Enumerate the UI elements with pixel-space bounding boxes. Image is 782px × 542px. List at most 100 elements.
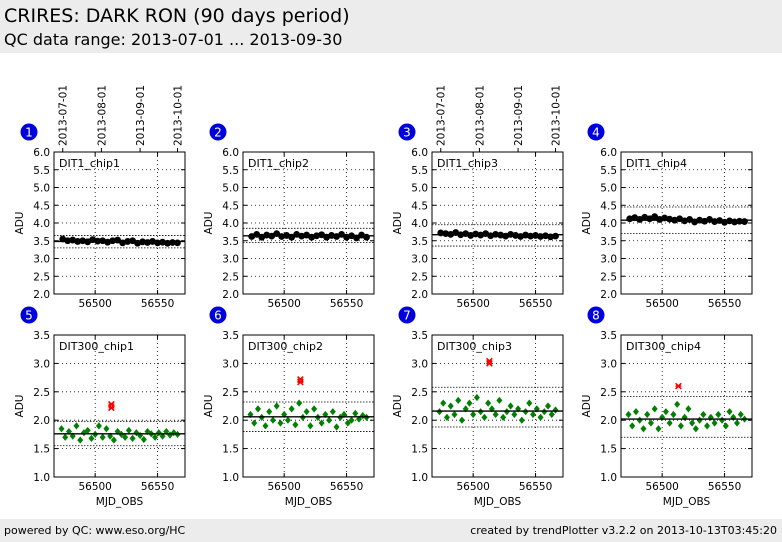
x-tick-label: 56550	[519, 481, 552, 493]
data-point	[311, 405, 318, 413]
y-tick-label: 4.0	[33, 218, 50, 230]
y-tick-label: 4.5	[411, 200, 428, 212]
data-point	[129, 434, 136, 442]
data-point	[247, 410, 254, 419]
data-point	[700, 410, 707, 419]
data-point	[674, 400, 681, 408]
data-point	[734, 419, 741, 427]
y-tick-label: 4.5	[222, 200, 239, 212]
y-tick-label: 3.0	[600, 358, 617, 370]
panel-number-label: 3	[403, 126, 411, 140]
y-tick-label: 2.0	[222, 415, 239, 427]
panel-label: DIT1_chip4	[626, 157, 687, 170]
y-tick-label: 3.5	[411, 330, 428, 342]
data-point	[284, 416, 291, 424]
y-tick-label: 3.5	[600, 330, 617, 342]
data-point	[651, 405, 658, 413]
y-tick-label: 2.0	[222, 289, 239, 301]
x-tick-label: 56550	[519, 298, 552, 310]
data-point	[292, 421, 299, 429]
data-point	[666, 419, 673, 427]
data-point	[58, 425, 65, 433]
y-tick-label: 2.5	[222, 271, 239, 283]
y-tick-label: 3.0	[33, 358, 50, 370]
data-point	[715, 410, 722, 419]
data-point	[88, 434, 95, 442]
data-point	[518, 416, 525, 424]
data-point	[662, 408, 669, 416]
x-tick-label: 56550	[141, 298, 174, 310]
y-tick-label: 3.0	[600, 254, 617, 266]
data-point	[685, 405, 692, 413]
y-tick-label: 2.0	[33, 289, 50, 301]
y-tick-label: 4.5	[33, 200, 50, 212]
y-tick-label: 2.5	[33, 271, 50, 283]
y-tick-label: 3.5	[600, 236, 617, 248]
data-point	[103, 425, 110, 433]
date-tick-label: 2013-07-01	[58, 85, 70, 146]
y-axis-label: ADU	[392, 212, 404, 235]
data-point	[681, 413, 688, 421]
report-header: CRIRES: DARK RON (90 days period) QC dat…	[0, 0, 782, 53]
date-tick-label: 2013-07-01	[436, 85, 448, 146]
panel-label: DIT300_chip3	[437, 340, 512, 353]
y-tick-label: 4.0	[600, 218, 617, 230]
y-axis-label: ADU	[14, 212, 26, 235]
data-point	[262, 422, 269, 430]
y-tick-label: 6.0	[600, 147, 617, 159]
x-axis-label: MJD_OBS	[285, 496, 333, 508]
chart-panel-6: 6 1.0 1.5 2.0 2.5 3.0 3.5 56500 56550 DIT300_chip…	[203, 306, 375, 508]
data-point	[344, 419, 351, 427]
y-tick-label: 2.5	[600, 271, 617, 283]
y-tick-label: 1.0	[33, 472, 50, 484]
data-point	[122, 433, 129, 441]
data-point	[458, 416, 465, 424]
data-point	[281, 410, 288, 419]
data-point	[333, 423, 340, 431]
data-point	[644, 410, 651, 419]
data-point	[62, 433, 69, 441]
data-point	[625, 410, 632, 419]
panel-number-badge	[587, 123, 605, 141]
panel-label: DIT1_chip3	[437, 157, 498, 170]
data-point	[526, 399, 533, 407]
data-point	[548, 410, 555, 419]
data-point	[651, 213, 659, 221]
data-point	[507, 402, 514, 410]
y-tick-label: 2.0	[411, 415, 428, 427]
y-tick-label: 3.5	[33, 236, 50, 248]
plot-frame	[53, 151, 186, 295]
data-point	[352, 409, 359, 417]
data-point	[704, 422, 711, 430]
data-point	[515, 405, 522, 413]
y-tick-label: 2.0	[411, 289, 428, 301]
x-axis-label: MJD_OBS	[663, 496, 711, 508]
plot-frame	[242, 151, 375, 295]
y-tick-label: 4.0	[222, 218, 239, 230]
chart-panel-7: 7 1.0 1.5 2.0 2.5 3.0 3.5 56500 56550 DIT300_chip…	[392, 306, 564, 508]
y-axis-label: ADU	[581, 395, 593, 418]
data-point	[481, 413, 488, 421]
date-tick-label: 2013-10-01	[173, 85, 185, 146]
data-point	[692, 425, 699, 433]
data-point	[174, 239, 181, 247]
x-tick-label: 56550	[708, 481, 741, 493]
data-point	[719, 416, 726, 424]
footer-powered-by[interactable]: powered by QC: www.eso.org/HC	[4, 524, 186, 537]
data-point	[640, 425, 647, 433]
x-tick-label: 56500	[78, 481, 111, 493]
chart-panel-8: 8 1.0 1.5 2.0 2.5 3.0 3.5 56500 56550 DIT300_chip…	[581, 306, 753, 508]
y-tick-label: 2.5	[222, 387, 239, 399]
data-point	[322, 410, 329, 419]
y-axis-label: ADU	[203, 212, 215, 235]
data-point	[269, 416, 276, 424]
y-tick-label: 1.0	[411, 472, 428, 484]
y-tick-label: 2.5	[411, 271, 428, 283]
plot-frame	[53, 334, 186, 478]
x-tick-label: 56500	[645, 481, 678, 493]
panel-number-badge	[398, 306, 416, 324]
date-tick-label: 2013-10-01	[551, 85, 563, 146]
y-tick-label: 5.0	[222, 183, 239, 195]
data-point	[329, 408, 336, 416]
report-footer: powered by QC: www.eso.org/HC created by…	[0, 519, 782, 542]
